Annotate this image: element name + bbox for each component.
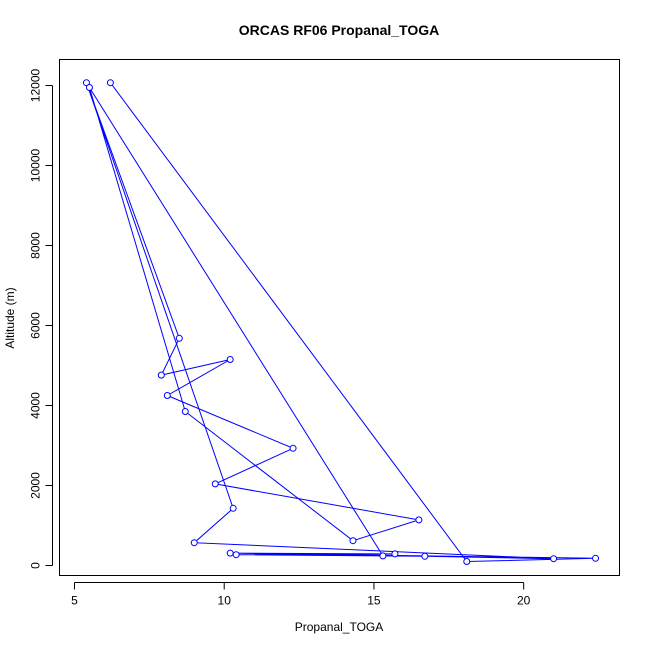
data-point <box>106 79 114 87</box>
data-point <box>175 334 183 342</box>
data-point <box>190 539 198 547</box>
series-layer <box>82 79 600 565</box>
plot-frame <box>59 59 620 576</box>
data-point <box>415 516 423 524</box>
y-tick-label: 2000 <box>29 472 43 499</box>
data-point <box>226 549 234 557</box>
data-point <box>232 551 240 559</box>
data-point <box>157 371 165 379</box>
x-tick-label: 5 <box>71 594 78 608</box>
data-point <box>463 558 471 565</box>
x-axis: 5 10 15 20 <box>71 582 531 608</box>
data-point <box>211 480 219 488</box>
data-point <box>163 392 171 399</box>
y-tick-label: 4000 <box>29 392 43 419</box>
x-tick-label: 10 <box>218 594 232 608</box>
data-point <box>421 552 429 560</box>
data-point <box>289 444 297 452</box>
y-axis: 0 2000 4000 6000 8000 10000 12000 <box>29 68 53 569</box>
y-tick-label: 10000 <box>29 148 43 182</box>
y-tick-label: 6000 <box>29 312 43 339</box>
data-point <box>592 554 600 562</box>
data-point <box>379 552 387 560</box>
x-tick-label: 15 <box>367 594 381 608</box>
data-point <box>550 555 558 563</box>
chart-title: ORCAS RF06 Propanal_TOGA <box>239 22 439 38</box>
data-point <box>349 537 357 545</box>
y-tick-label: 0 <box>29 562 43 569</box>
data-point <box>181 408 189 415</box>
y-tick-label: 8000 <box>29 232 43 259</box>
data-point <box>391 550 399 558</box>
data-point <box>229 504 237 512</box>
x-tick-label: 20 <box>517 594 531 608</box>
x-axis-label: Propanal_TOGA <box>295 620 384 634</box>
data-point <box>85 84 93 91</box>
y-tick-label: 12000 <box>29 68 43 102</box>
series-line <box>85 82 596 563</box>
y-axis-label: Altitude (m) <box>3 287 17 348</box>
data-point <box>226 356 234 363</box>
